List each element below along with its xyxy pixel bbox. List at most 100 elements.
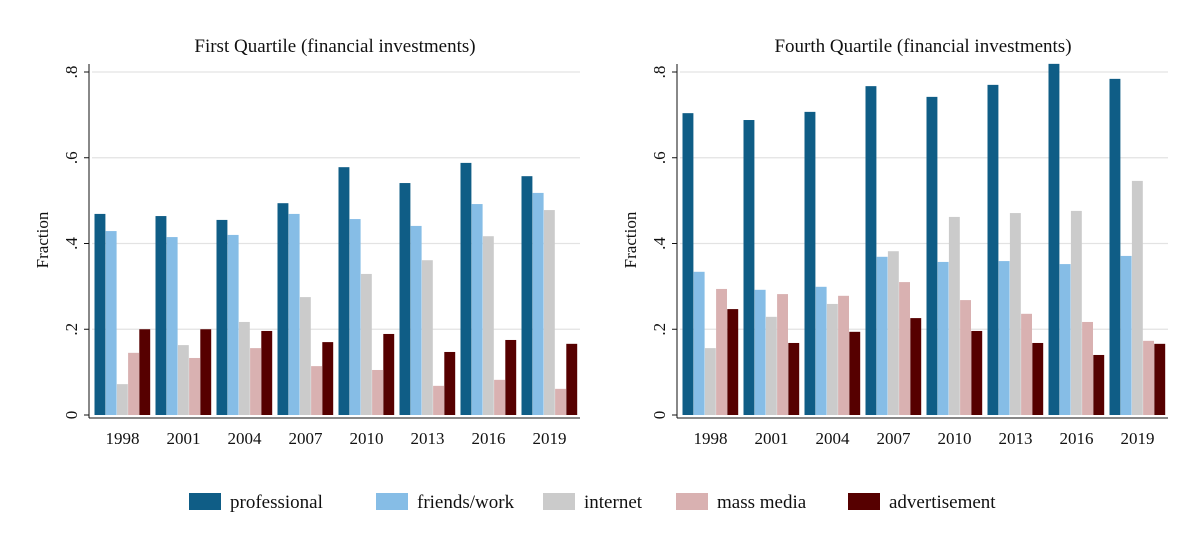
bar-mass-media-2004 bbox=[250, 348, 261, 415]
bar-professional-2001 bbox=[155, 216, 167, 415]
y-axis-label: Fraction bbox=[621, 211, 640, 268]
x-tick-label: 2010 bbox=[350, 429, 384, 448]
y-tick-label: .8 bbox=[650, 66, 669, 79]
x-tick-label: 2007 bbox=[877, 429, 912, 448]
bar-mass-media-2007 bbox=[899, 282, 910, 415]
legend-label: professional bbox=[230, 492, 323, 513]
bar-friends-work-2013 bbox=[410, 225, 422, 415]
bar-friends-work-1998 bbox=[693, 271, 705, 415]
bar-professional-2019 bbox=[1109, 78, 1121, 416]
legend-label: internet bbox=[584, 492, 643, 513]
legend-label: mass media bbox=[717, 492, 807, 513]
bar-professional-2010 bbox=[338, 167, 350, 415]
bar-internet-2010 bbox=[360, 273, 372, 415]
bar-advertisement-2013 bbox=[1032, 342, 1044, 415]
bar-internet-2010 bbox=[948, 216, 960, 415]
bar-mass-media-2007 bbox=[311, 366, 322, 415]
bar-internet-2004 bbox=[826, 303, 838, 415]
x-tick-label: 2013 bbox=[411, 429, 445, 448]
bar-advertisement-2019 bbox=[1154, 343, 1166, 415]
legend-swatch bbox=[848, 493, 880, 510]
bar-friends-work-2007 bbox=[876, 256, 888, 415]
bar-internet-2004 bbox=[238, 321, 250, 415]
bar-internet-2019 bbox=[543, 210, 555, 415]
bar-professional-2004 bbox=[804, 111, 816, 415]
bar-professional-2004 bbox=[216, 219, 228, 415]
bar-advertisement-2010 bbox=[383, 333, 395, 415]
bar-internet-1998 bbox=[704, 348, 716, 415]
y-tick-label: .6 bbox=[62, 151, 81, 164]
bar-mass-media-2016 bbox=[1082, 321, 1093, 415]
legend-swatch bbox=[543, 493, 575, 510]
bar-advertisement-2007 bbox=[322, 342, 334, 415]
y-tick-label: .6 bbox=[650, 151, 669, 164]
bar-advertisement-1998 bbox=[727, 309, 739, 415]
bar-professional-1998 bbox=[682, 113, 694, 415]
bar-friends-work-1998 bbox=[105, 231, 117, 415]
bar-professional-1998 bbox=[94, 213, 106, 415]
x-tick-label: 2001 bbox=[755, 429, 789, 448]
bar-professional-2016 bbox=[1048, 63, 1060, 415]
chart-title: Fourth Quartile (financial investments) bbox=[774, 36, 1071, 57]
bar-mass-media-2010 bbox=[960, 300, 971, 415]
bar-internet-2007 bbox=[299, 297, 311, 415]
bar-friends-work-2019 bbox=[1120, 255, 1132, 415]
bar-advertisement-2013 bbox=[444, 351, 456, 415]
bar-advertisement-2004 bbox=[849, 331, 861, 415]
bar-professional-2007 bbox=[277, 203, 289, 415]
bar-mass-media-2019 bbox=[555, 388, 566, 415]
bar-friends-work-2016 bbox=[471, 204, 483, 415]
bar-internet-2013 bbox=[421, 260, 433, 415]
chart-title: First Quartile (financial investments) bbox=[194, 36, 475, 57]
bar-mass-media-2001 bbox=[777, 294, 788, 415]
bar-mass-media-1998 bbox=[716, 288, 727, 415]
bar-internet-2019 bbox=[1131, 180, 1143, 415]
legend-swatch bbox=[189, 493, 221, 510]
legend-swatch bbox=[376, 493, 408, 510]
x-tick-label: 1998 bbox=[694, 429, 728, 448]
y-tick-label: .2 bbox=[62, 323, 81, 336]
x-tick-label: 2019 bbox=[533, 429, 567, 448]
bar-advertisement-2004 bbox=[261, 330, 273, 415]
bar-advertisement-2001 bbox=[200, 329, 212, 415]
bar-mass-media-2010 bbox=[372, 369, 383, 415]
bar-internet-1998 bbox=[116, 384, 128, 415]
x-tick-label: 2019 bbox=[1121, 429, 1155, 448]
bar-internet-2016 bbox=[482, 236, 494, 415]
bar-mass-media-2001 bbox=[189, 357, 200, 415]
bar-friends-work-2013 bbox=[998, 261, 1010, 415]
bar-advertisement-1998 bbox=[139, 329, 151, 415]
bar-internet-2001 bbox=[765, 316, 777, 415]
legend-swatch bbox=[676, 493, 708, 510]
bar-mass-media-2016 bbox=[494, 379, 505, 415]
bar-professional-2013 bbox=[987, 84, 999, 416]
x-tick-label: 2004 bbox=[816, 429, 851, 448]
bar-mass-media-2013 bbox=[433, 385, 444, 415]
bar-mass-media-2013 bbox=[1021, 313, 1032, 415]
bar-friends-work-2010 bbox=[349, 219, 361, 415]
y-tick-label: .4 bbox=[62, 237, 81, 250]
bar-friends-work-2004 bbox=[227, 234, 239, 415]
x-tick-label: 2016 bbox=[1060, 429, 1094, 448]
bar-friends-work-2010 bbox=[937, 261, 949, 415]
x-tick-label: 2001 bbox=[167, 429, 201, 448]
bar-advertisement-2007 bbox=[910, 318, 922, 415]
bar-friends-work-2004 bbox=[815, 286, 827, 415]
bar-mass-media-2004 bbox=[838, 295, 849, 415]
bar-friends-work-2001 bbox=[754, 289, 766, 415]
bar-internet-2007 bbox=[887, 251, 899, 415]
bar-advertisement-2001 bbox=[788, 342, 800, 415]
bar-internet-2013 bbox=[1009, 213, 1021, 415]
bar-advertisement-2019 bbox=[566, 343, 578, 415]
bar-professional-2019 bbox=[521, 176, 533, 415]
y-tick-label: 0 bbox=[62, 411, 81, 420]
legend-label: advertisement bbox=[889, 492, 996, 513]
bar-professional-2016 bbox=[460, 162, 472, 415]
bar-professional-2013 bbox=[399, 183, 411, 415]
x-tick-label: 1998 bbox=[106, 429, 140, 448]
bar-advertisement-2010 bbox=[971, 330, 983, 415]
y-axis-label: Fraction bbox=[33, 211, 52, 268]
y-tick-label: 0 bbox=[650, 411, 669, 420]
legend: professional friends/work internet mass med… bbox=[189, 492, 996, 513]
